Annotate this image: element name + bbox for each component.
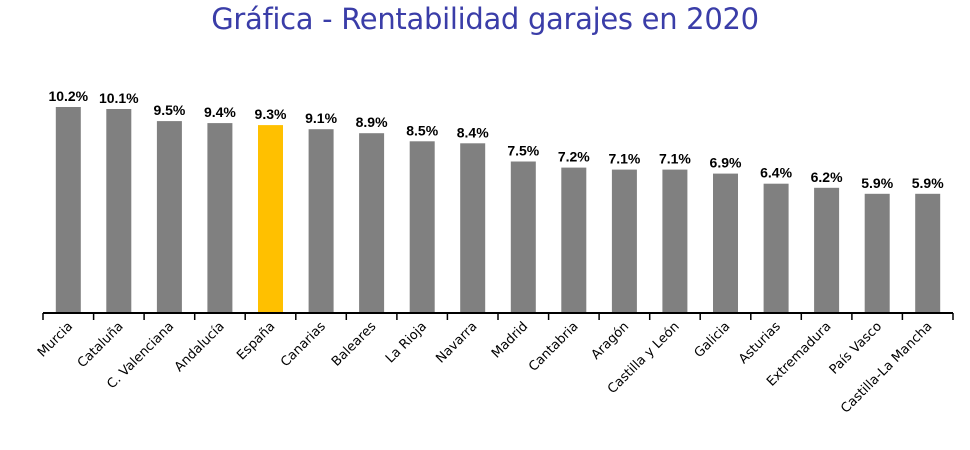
category-label-13: Galicia bbox=[692, 319, 734, 361]
bar-17 bbox=[915, 193, 941, 313]
bar-7 bbox=[409, 141, 435, 313]
category-label-9: Madrid bbox=[489, 319, 531, 361]
bar-14 bbox=[763, 183, 789, 313]
value-label-8: 8.4% bbox=[457, 124, 489, 140]
value-label-14: 6.4% bbox=[760, 165, 792, 181]
value-label-11: 7.1% bbox=[608, 151, 640, 167]
bar-2 bbox=[156, 121, 182, 313]
category-label-7: La Rioja bbox=[383, 319, 430, 366]
bar-4 bbox=[258, 125, 283, 313]
category-label-4: España bbox=[234, 319, 278, 363]
bar-16 bbox=[864, 193, 890, 313]
category-label-6: Baleares bbox=[329, 319, 380, 370]
category-label-5: Canarias bbox=[278, 319, 329, 370]
bar-6 bbox=[359, 133, 385, 313]
category-label-11: Aragón bbox=[589, 319, 633, 363]
value-label-1: 10.1% bbox=[99, 90, 139, 106]
value-label-7: 8.5% bbox=[406, 122, 438, 138]
value-label-9: 7.5% bbox=[507, 143, 539, 159]
value-label-3: 9.4% bbox=[204, 104, 236, 120]
category-label-8: Navarra bbox=[433, 319, 480, 366]
category-label-0: Murcia bbox=[35, 319, 76, 360]
bar-1 bbox=[106, 109, 132, 313]
value-label-2: 9.5% bbox=[153, 102, 185, 118]
bar-15 bbox=[814, 187, 840, 313]
value-label-13: 6.9% bbox=[710, 155, 742, 171]
bar-0 bbox=[55, 107, 81, 313]
bar-5 bbox=[308, 129, 334, 313]
bar-12 bbox=[662, 169, 688, 313]
bar-3 bbox=[207, 123, 233, 313]
bars-group bbox=[55, 107, 941, 313]
category-label-10: Cantabria bbox=[526, 319, 582, 375]
bar-8 bbox=[460, 143, 486, 313]
value-label-5: 9.1% bbox=[305, 110, 337, 126]
bar-9 bbox=[510, 161, 536, 313]
x-axis-ticks bbox=[42, 313, 954, 320]
category-label-3: Andalucía bbox=[172, 319, 228, 375]
category-label-17: Castilla-La Mancha bbox=[838, 319, 935, 416]
bar-11 bbox=[611, 169, 637, 313]
value-label-0: 10.2% bbox=[48, 88, 88, 104]
bar-10 bbox=[561, 167, 587, 313]
value-label-16: 5.9% bbox=[861, 175, 893, 191]
category-label-1: Cataluña bbox=[75, 319, 127, 371]
value-label-4: 9.3% bbox=[255, 106, 287, 122]
category-label-14: Asturias bbox=[736, 319, 784, 367]
value-label-15: 6.2% bbox=[811, 169, 843, 185]
value-label-10: 7.2% bbox=[558, 149, 590, 165]
value-label-17: 5.9% bbox=[912, 175, 944, 191]
bar-13 bbox=[713, 173, 738, 313]
value-labels-group: 10.2% 10.1% 9.5% 9.4% 9.3% 9.1% 8.9% 8.5% 8.4% 7.… bbox=[48, 88, 944, 191]
value-label-12: 7.1% bbox=[659, 151, 691, 167]
chart-title: Gráfica - Rentabilidad garajes en 2020 bbox=[211, 2, 759, 36]
value-label-6: 8.9% bbox=[356, 114, 388, 130]
